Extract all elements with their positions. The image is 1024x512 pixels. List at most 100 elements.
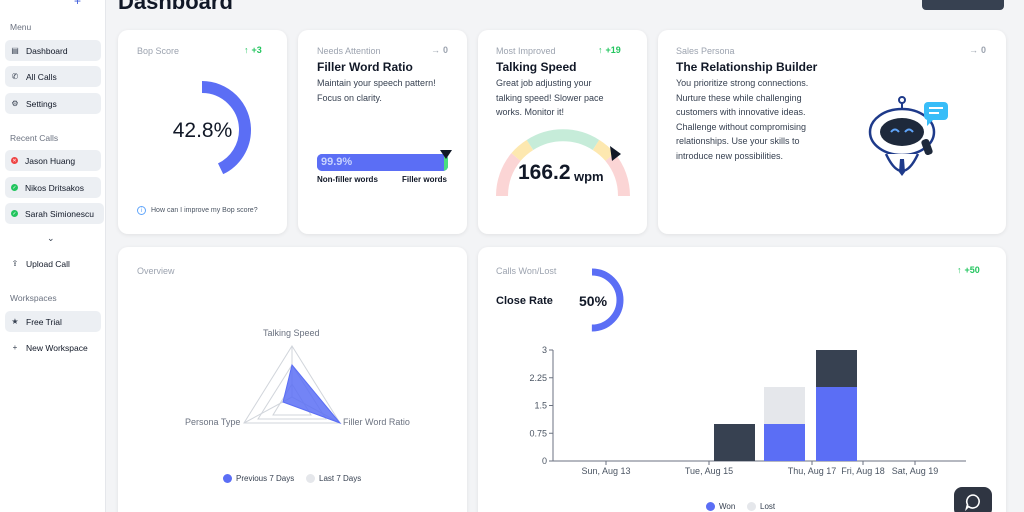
recent-calls-heading: Recent Calls [10, 133, 59, 143]
x-tick-label: Tue, Aug 15 [685, 466, 733, 476]
overview-radar-chart [243, 345, 342, 425]
won-status-icon: ✓ [11, 210, 18, 217]
sidebar-item-label: All Calls [26, 71, 57, 82]
sidebar-item-label: Dashboard [26, 45, 68, 56]
bar-won-segment [816, 387, 857, 461]
chat-button[interactable] [954, 487, 992, 512]
bar-legend-item[interactable]: Lost [747, 502, 775, 512]
upload-call-label: Upload Call [26, 258, 70, 269]
arrow-up-icon: ↑ [598, 45, 603, 55]
chat-bubble-icon [965, 494, 980, 511]
robot-persona-icon [868, 96, 948, 176]
bop-score-gauge [153, 81, 251, 179]
radar-series-previous [282, 363, 342, 425]
radar-axis-label: Filler Word Ratio [343, 417, 410, 427]
delta-badge: → 0 [969, 45, 987, 55]
gauge-segment-mid-high [592, 139, 615, 162]
filler-word-card: Needs Attention → 0 Filler Word Ratio Mai… [298, 30, 467, 234]
chevron-down-icon[interactable]: ⌄ [47, 233, 55, 243]
card-title: The Relationship Builder [676, 60, 818, 74]
gauge-segment-mid-low [511, 139, 534, 162]
talking-speed-value: 166.2 [518, 161, 571, 184]
y-tick-label: 2.25 [529, 373, 547, 383]
bar-total-segment [714, 424, 755, 461]
recent-call-item[interactable]: ✓ Sarah Simionescu [5, 203, 104, 224]
arrow-right-icon: → [969, 45, 978, 55]
bop-score-value: 42.8% [172, 119, 233, 142]
close-rate-arc [582, 268, 624, 332]
card-label: Needs Attention [317, 46, 381, 56]
grid-icon: ▤ [11, 46, 19, 55]
sidebar: + Menu ▤ Dashboard ✆ All Calls ⚙ Setting… [0, 0, 106, 512]
bop-score-arc [153, 81, 251, 179]
arrow-up-icon: ↑ [957, 265, 962, 275]
bar-legend-item[interactable]: Won [706, 502, 735, 512]
card-description: You prioritize strong connections. Nurtu… [676, 78, 809, 161]
card-label: Overview [137, 266, 175, 276]
plus-icon: + [12, 343, 18, 352]
bar-won-segment [764, 424, 805, 461]
page-title: Dashboard [118, 0, 233, 14]
filler-ratio-bar: 99.9% [317, 154, 448, 171]
card-label: Sales Persona [676, 46, 735, 56]
x-tick-label: Fri, Aug 18 [841, 466, 885, 476]
talking-speed-card: Most Improved ↑ +19 Talking Speed Great j… [478, 30, 647, 234]
star-icon: ★ [11, 317, 19, 326]
legend-swatch [747, 502, 756, 512]
sidebar-item-label: Settings [26, 98, 57, 109]
close-rate-gauge [582, 268, 624, 332]
bop-help-link[interactable]: i How can I improve my Bop score? [137, 206, 258, 215]
x-tick-label: Sat, Aug 19 [892, 466, 939, 476]
recent-call-item[interactable]: ✓ Nikos Dritsakos [5, 177, 101, 198]
sidebar-item-settings[interactable]: ⚙ Settings [5, 93, 101, 114]
gauge-needle-icon [610, 146, 621, 161]
y-tick-label: 0.75 [529, 428, 547, 438]
radar-legend-item[interactable]: Previous 7 Days [223, 474, 294, 484]
legend-swatch [706, 502, 715, 512]
workspace-label: New Workspace [26, 342, 88, 353]
calls-bar-chart: 0 0.75 1.5 2.25 3 Sun, Aug 13 Tue, Aug 15 Thu, … [529, 345, 966, 476]
header-action-button[interactable] [922, 0, 1004, 10]
radar-axis-label: Persona Type [185, 417, 241, 427]
talking-speed-unit: wpm [574, 169, 604, 184]
delta-badge: ↑ +19 [598, 45, 621, 55]
bar-lost-segment [764, 387, 805, 424]
legend-swatch [306, 474, 315, 484]
upload-call-button[interactable]: ⇪ Upload Call [5, 253, 101, 274]
card-label: Calls Won/Lost [496, 266, 557, 276]
recent-call-label: Nikos Dritsakos [25, 182, 85, 193]
arrow-right-icon: → [431, 45, 440, 55]
sidebar-item-all-calls[interactable]: ✆ All Calls [5, 66, 101, 87]
gear-icon: ⚙ [11, 99, 19, 108]
delta-badge: → 0 [431, 45, 449, 55]
upload-icon: ⇪ [11, 259, 19, 268]
sidebar-item-dashboard[interactable]: ▤ Dashboard [5, 40, 101, 61]
phone-icon: ✆ [11, 72, 19, 81]
radar-axis-label: Talking Speed [263, 328, 320, 338]
menu-heading: Menu [10, 22, 32, 32]
arrow-up-icon: ↑ [244, 45, 249, 55]
sales-persona-card: Sales Persona → 0 The Relationship Builde… [658, 30, 1006, 234]
filler-ratio-fill [317, 154, 448, 171]
calls-won-lost-card: Calls Won/Lost ↑ +50 Close Rate 50% 0 0.75… [478, 247, 1006, 512]
talking-speed-gauge [495, 129, 631, 197]
marker-triangle-icon [440, 150, 452, 159]
non-filler-label: Non-filler words [317, 175, 378, 184]
card-title: Talking Speed [496, 60, 577, 74]
recent-call-label: Jason Huang [25, 155, 76, 166]
delta-badge: ↑ +50 [957, 265, 980, 275]
filler-ratio-value: 99.9% [321, 156, 353, 168]
x-tick-label: Sun, Aug 13 [581, 466, 630, 476]
gauge-segment-ideal [526, 129, 600, 151]
bop-score-card: Bop Score ↑ +3 42.8% i How can I improve … [118, 30, 287, 234]
recent-call-item[interactable]: ✕ Jason Huang [5, 150, 101, 171]
recent-call-label: Sarah Simionescu [25, 208, 94, 219]
y-tick-label: 1.5 [534, 401, 547, 411]
workspace-label: Free Trial [26, 316, 62, 327]
plus-logo-icon[interactable]: + [74, 0, 82, 8]
new-workspace-button[interactable]: + New Workspace [5, 337, 101, 358]
radar-legend-item[interactable]: Last 7 Days [306, 474, 361, 484]
workspace-item-free-trial[interactable]: ★ Free Trial [5, 311, 101, 332]
won-status-icon: ✓ [11, 184, 18, 191]
bar-total-segment [816, 350, 857, 387]
